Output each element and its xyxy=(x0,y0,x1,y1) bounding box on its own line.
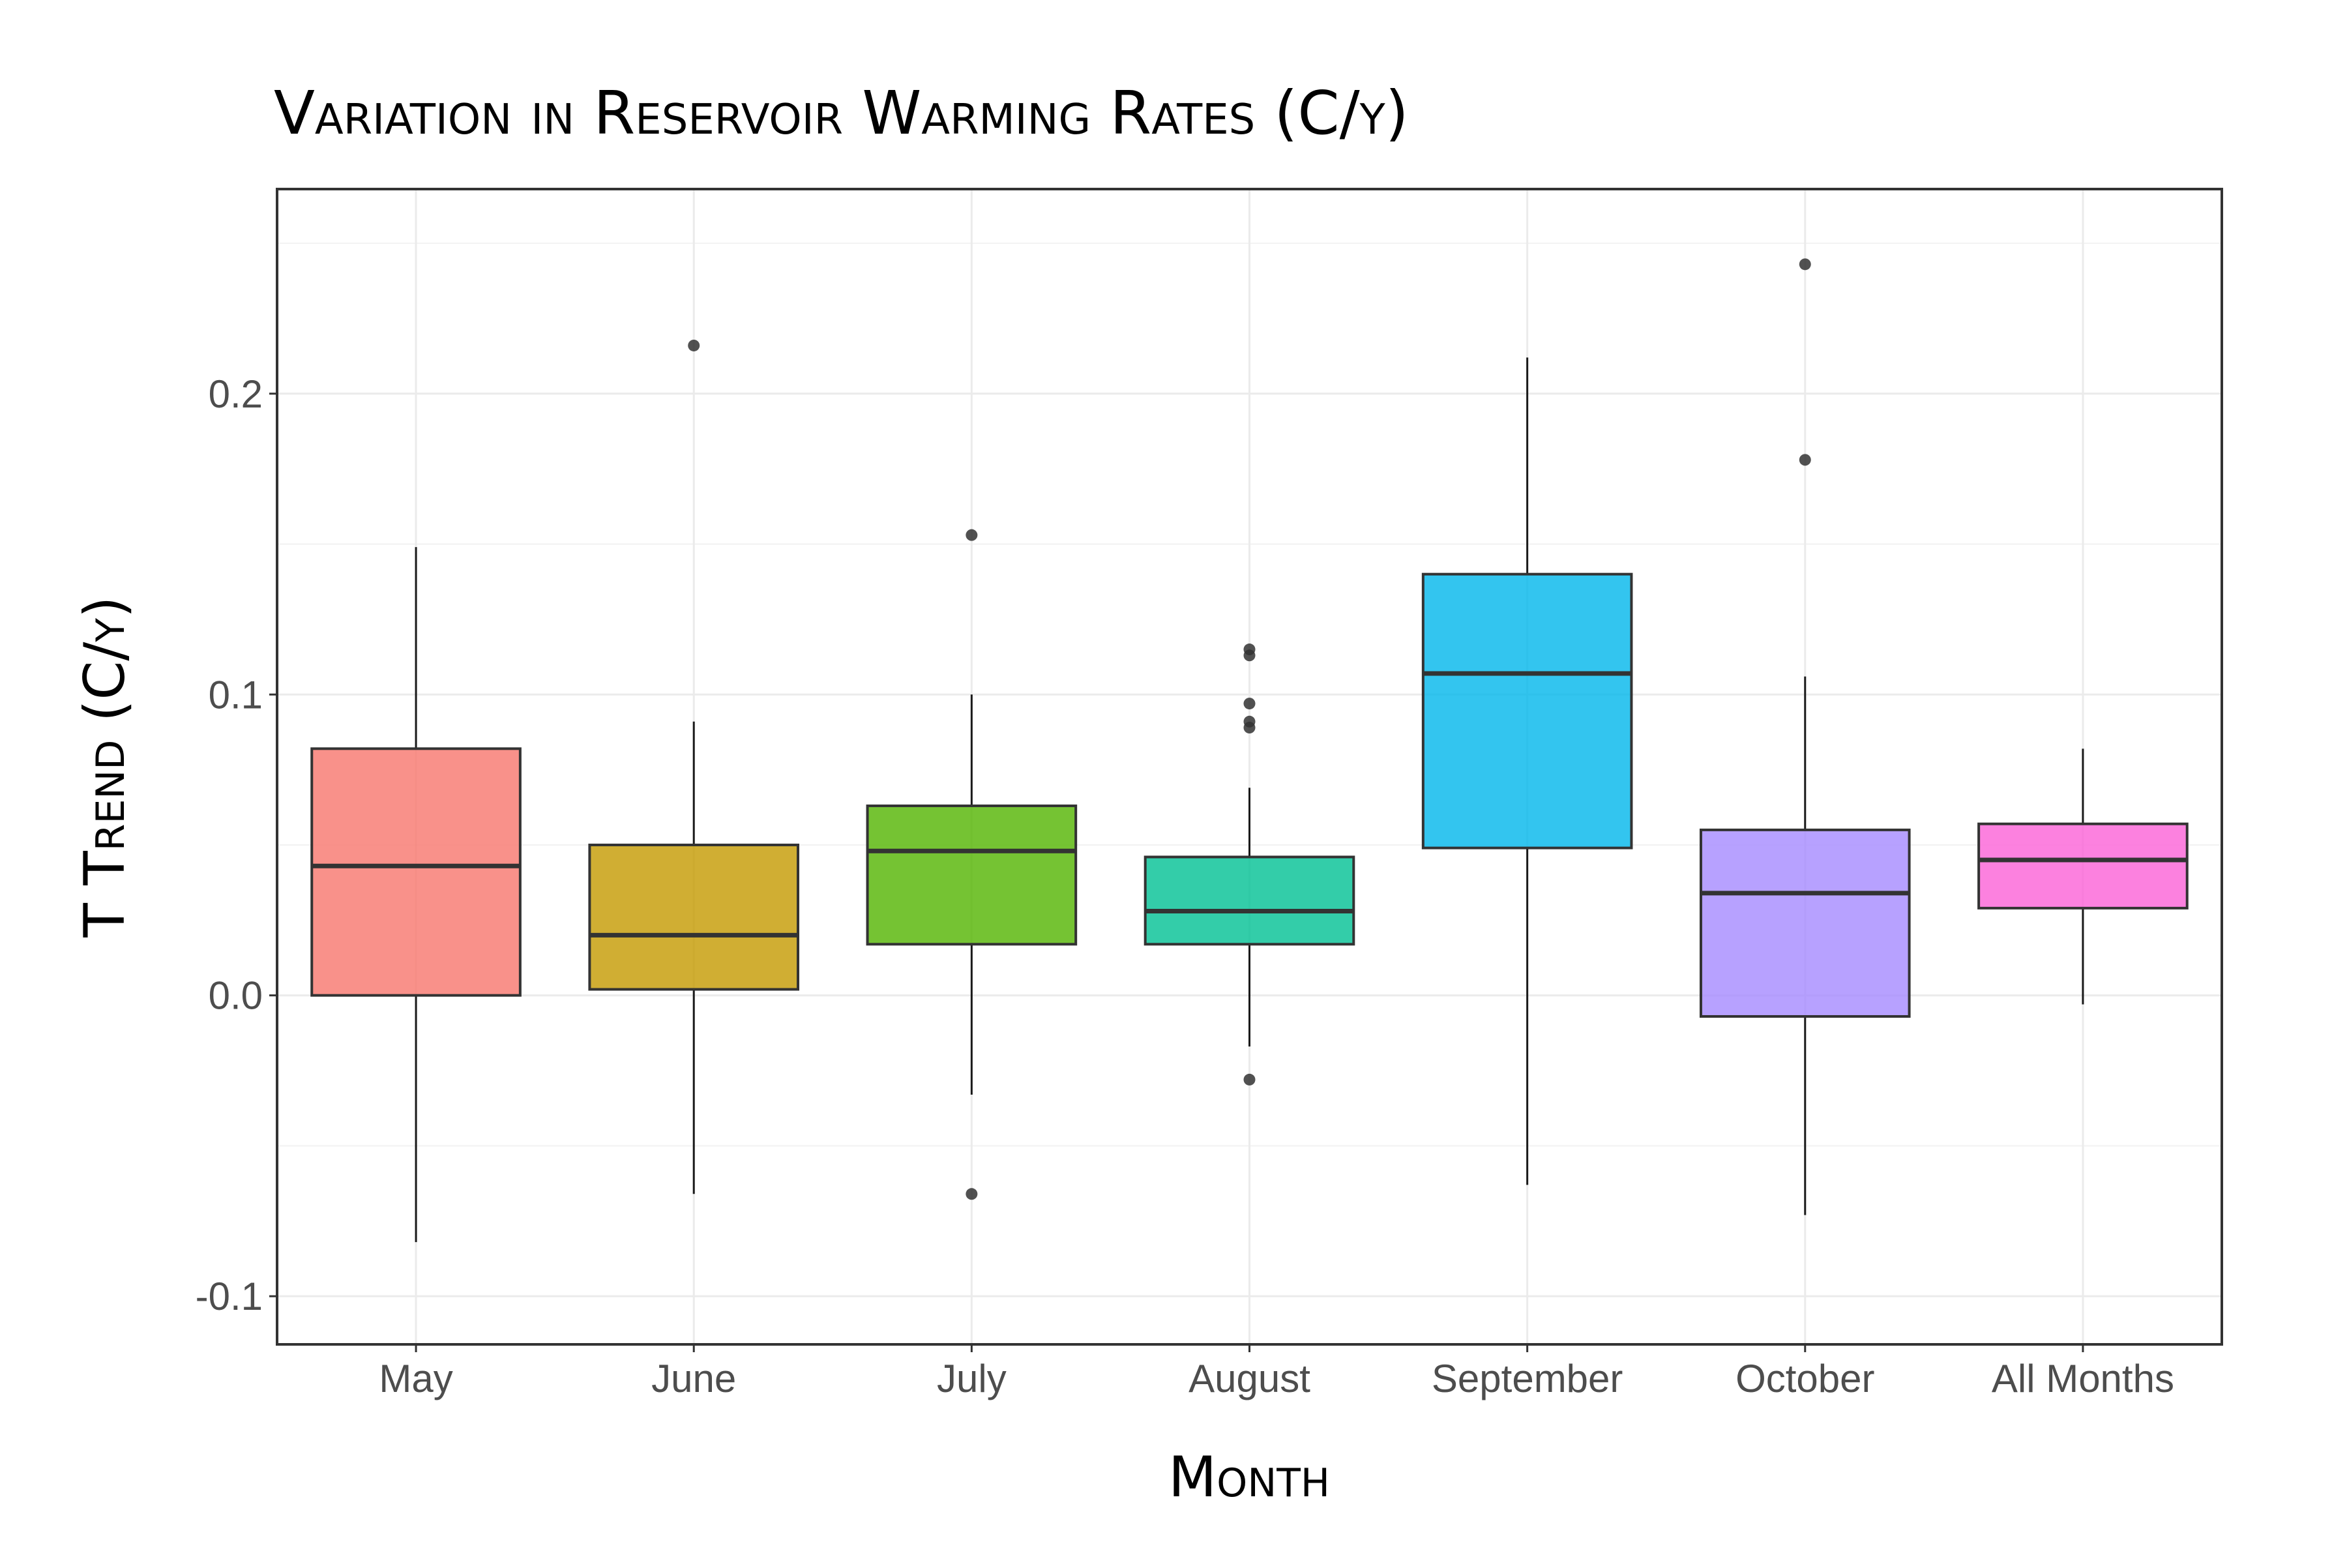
box-september xyxy=(1421,357,1633,1185)
outlier-point xyxy=(1243,722,1256,734)
box-october xyxy=(1699,258,1911,1215)
x-tick-label: June xyxy=(651,1357,736,1400)
outlier-point xyxy=(966,529,978,541)
x-tick-label: All Months xyxy=(1992,1357,2174,1400)
box-body xyxy=(1144,855,1355,946)
outlier-point xyxy=(1799,454,1811,466)
box-body xyxy=(1421,572,1633,850)
box-all-months xyxy=(1977,748,2189,1005)
y-tick-label: 0.0 xyxy=(209,974,263,1018)
x-tick-label: September xyxy=(1432,1357,1623,1400)
outlier-point xyxy=(1243,1073,1256,1086)
box-body xyxy=(310,747,522,997)
x-tick-label: July xyxy=(937,1357,1007,1400)
outlier-point xyxy=(1243,649,1256,662)
y-tick-label: -0.1 xyxy=(196,1275,263,1318)
box-july xyxy=(866,529,1078,1200)
outlier-point xyxy=(1243,698,1256,710)
y-axis-ticks: -0.1 0.0 0.1 0.2 xyxy=(196,372,277,1318)
chart-title: Variation in Reservoir Warming Rates (C/… xyxy=(274,78,1409,148)
x-tick-label: May xyxy=(379,1357,452,1400)
outlier-point xyxy=(966,1188,978,1200)
outlier-point xyxy=(1799,258,1811,271)
box-body xyxy=(1699,828,1911,1018)
y-tick-label: 0.2 xyxy=(209,372,263,416)
box-body xyxy=(1977,822,2189,910)
box-august xyxy=(1144,643,1355,1086)
box-may xyxy=(310,547,522,1243)
x-tick-label: October xyxy=(1735,1357,1874,1400)
outlier-point xyxy=(688,339,700,351)
x-tick-label: August xyxy=(1188,1357,1310,1400)
box-body xyxy=(866,804,1078,946)
x-axis-title: Month xyxy=(1168,1445,1330,1510)
box-body xyxy=(588,843,800,991)
y-tick-label: 0.1 xyxy=(209,673,263,717)
boxes-layer xyxy=(310,258,2189,1243)
box-june xyxy=(588,339,800,1194)
y-axis-title: T Trend (C/y) xyxy=(72,596,138,938)
x-axis-ticks: May June July August September October All Mon… xyxy=(379,1344,2174,1400)
